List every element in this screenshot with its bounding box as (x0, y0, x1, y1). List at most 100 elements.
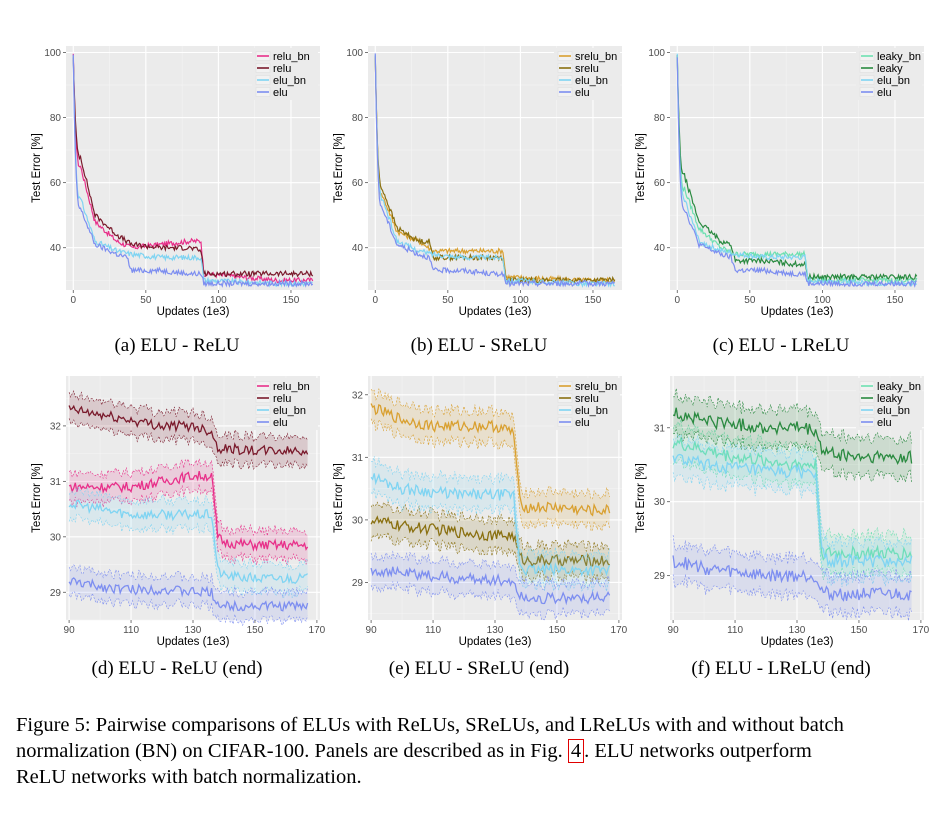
band-upper-elu (672, 535, 912, 584)
figure-caption-line2-b: . ELU networks outperform (584, 740, 812, 762)
figure-caption: Figure 5: Pairwise comparisons of ELUs w… (16, 712, 937, 790)
y-tick-label: 60 (352, 178, 364, 189)
caption-f: (f) ELU - LReLU (end) (691, 658, 871, 679)
x-tick-label: 50 (442, 295, 454, 306)
x-axis-label: Updates (1e3) (761, 636, 834, 648)
chart-e: 90 110 130 150 170 29 30 31 32 Updates (1e3) Test … (333, 376, 628, 648)
x-tick-label: 110 (123, 625, 139, 636)
y-tick-label: 29 (352, 578, 364, 589)
y-tick-label: 100 (648, 48, 665, 59)
x-axis-label: Updates (1e3) (459, 306, 532, 318)
x-tick-label: 170 (611, 625, 628, 636)
y-tick-label: 30 (352, 515, 364, 526)
legend-label: elu_bn (273, 75, 306, 87)
legend-label: elu_bn (575, 75, 608, 87)
figure-caption-line1: Figure 5: Pairwise comparisons of ELUs w… (16, 714, 844, 736)
y-tick-label: 80 (654, 113, 666, 124)
band-upper-relu_bn (68, 458, 308, 537)
y-tick-label: 80 (352, 113, 364, 124)
x-axis-label: Updates (1e3) (459, 636, 532, 648)
band-lower-relu_bn (68, 483, 308, 566)
band-lower-elu_bn (68, 513, 308, 599)
band-upper-elu_bn (68, 486, 308, 571)
legend-label: srelu_bn (575, 381, 617, 393)
band-lower-leaky_bn (672, 456, 912, 581)
legend-label: elu (273, 87, 288, 99)
series-line-leaky (672, 407, 913, 465)
legend-label: leaky_bn (877, 381, 921, 393)
legend-label: relu (273, 63, 291, 75)
series-line-elu_bn (370, 473, 611, 577)
y-axis-label: Test Error [%] (635, 463, 647, 533)
band-lower-srelu (370, 531, 610, 585)
legend-label: relu_bn (273, 381, 310, 393)
caption-c: (c) ELU - LReLU (712, 335, 850, 356)
panel-c: 0 50 100 150 40 60 80 100 Updates (1e3) Test Erro… (626, 32, 936, 332)
y-tick-label: 30 (50, 532, 62, 543)
y-axis-label: Test Error [%] (31, 133, 43, 203)
x-tick-label: 50 (744, 295, 756, 306)
x-tick-label: 170 (913, 625, 930, 636)
caption-d: (d) ELU - ReLU (end) (91, 658, 263, 679)
series-line-leaky (676, 55, 918, 282)
legend-label: elu_bn (273, 405, 306, 417)
series-line-elu (676, 57, 917, 288)
series-line-leaky_bn (676, 56, 918, 285)
y-tick-label: 29 (654, 571, 666, 582)
figure-reference-link[interactable]: 4 (567, 739, 585, 763)
legend-label: relu (273, 393, 291, 405)
x-tick-label: 0 (372, 295, 378, 306)
x-tick-label: 110 (727, 625, 743, 636)
y-tick-label: 100 (346, 48, 363, 59)
band-lower-elu_bn (672, 472, 912, 588)
x-tick-label: 130 (185, 625, 202, 636)
y-tick-label: 30 (654, 497, 666, 508)
legend-label: elu (877, 87, 892, 99)
panel-a: 0 50 100 150 40 60 80 100 Updates (1e3) Test Erro… (22, 32, 332, 332)
x-axis-label: Updates (1e3) (157, 306, 230, 318)
legend-label: srelu (575, 63, 599, 75)
band-lower-leaky (673, 426, 912, 484)
series-line-elu_bn (68, 499, 308, 585)
confidence-band-elu_bn (673, 434, 912, 587)
y-axis-label: Test Error [%] (635, 133, 647, 203)
legend-label: srelu_bn (575, 51, 617, 63)
chart-d: 90 110 130 150 170 29 30 31 32 Updates (1e3) Test … (31, 376, 326, 648)
x-tick-label: 0 (674, 295, 680, 306)
chart-f: 90 110 130 150 170 29 30 31 Updates (1e3) Test Er… (635, 376, 930, 648)
legend-label: elu (575, 417, 590, 429)
caption-a: (a) ELU - ReLU (114, 335, 240, 356)
band-lower-elu_bn (370, 487, 610, 592)
x-tick-label: 100 (814, 295, 831, 306)
y-tick-label: 40 (654, 243, 666, 254)
caption-e: (e) ELU - SReLU (end) (388, 658, 570, 679)
band-lower-elu (370, 580, 610, 621)
band-upper-relu (68, 390, 308, 444)
x-tick-label: 90 (64, 625, 76, 636)
x-tick-label: 50 (140, 295, 152, 306)
x-axis-label: Updates (1e3) (761, 306, 834, 318)
figure-caption-line2-a: normalization (BN) on CIFAR-100. Panels … (16, 740, 563, 762)
x-tick-label: 150 (283, 295, 300, 306)
series-line-elu (72, 54, 314, 289)
y-tick-label: 40 (50, 243, 62, 254)
legend-label: elu (575, 87, 590, 99)
legend-label: relu_bn (273, 51, 310, 63)
x-tick-label: 100 (512, 295, 529, 306)
legend-label: srelu (575, 393, 599, 405)
confidence-band-leaky (673, 388, 912, 484)
x-tick-label: 90 (366, 625, 378, 636)
caption-b: (b) ELU - SReLU (410, 335, 548, 356)
x-tick-label: 150 (585, 295, 602, 306)
x-axis-label: Updates (1e3) (157, 636, 230, 648)
legend-label: elu_bn (877, 75, 910, 87)
band-lower-relu (68, 418, 308, 471)
confidence-band-elu (673, 535, 912, 621)
x-tick-label: 90 (668, 625, 680, 636)
confidence-band-relu_bn (69, 458, 308, 565)
series-line-relu (72, 57, 314, 278)
legend-label: elu_bn (877, 405, 910, 417)
x-tick-label: 130 (487, 625, 504, 636)
